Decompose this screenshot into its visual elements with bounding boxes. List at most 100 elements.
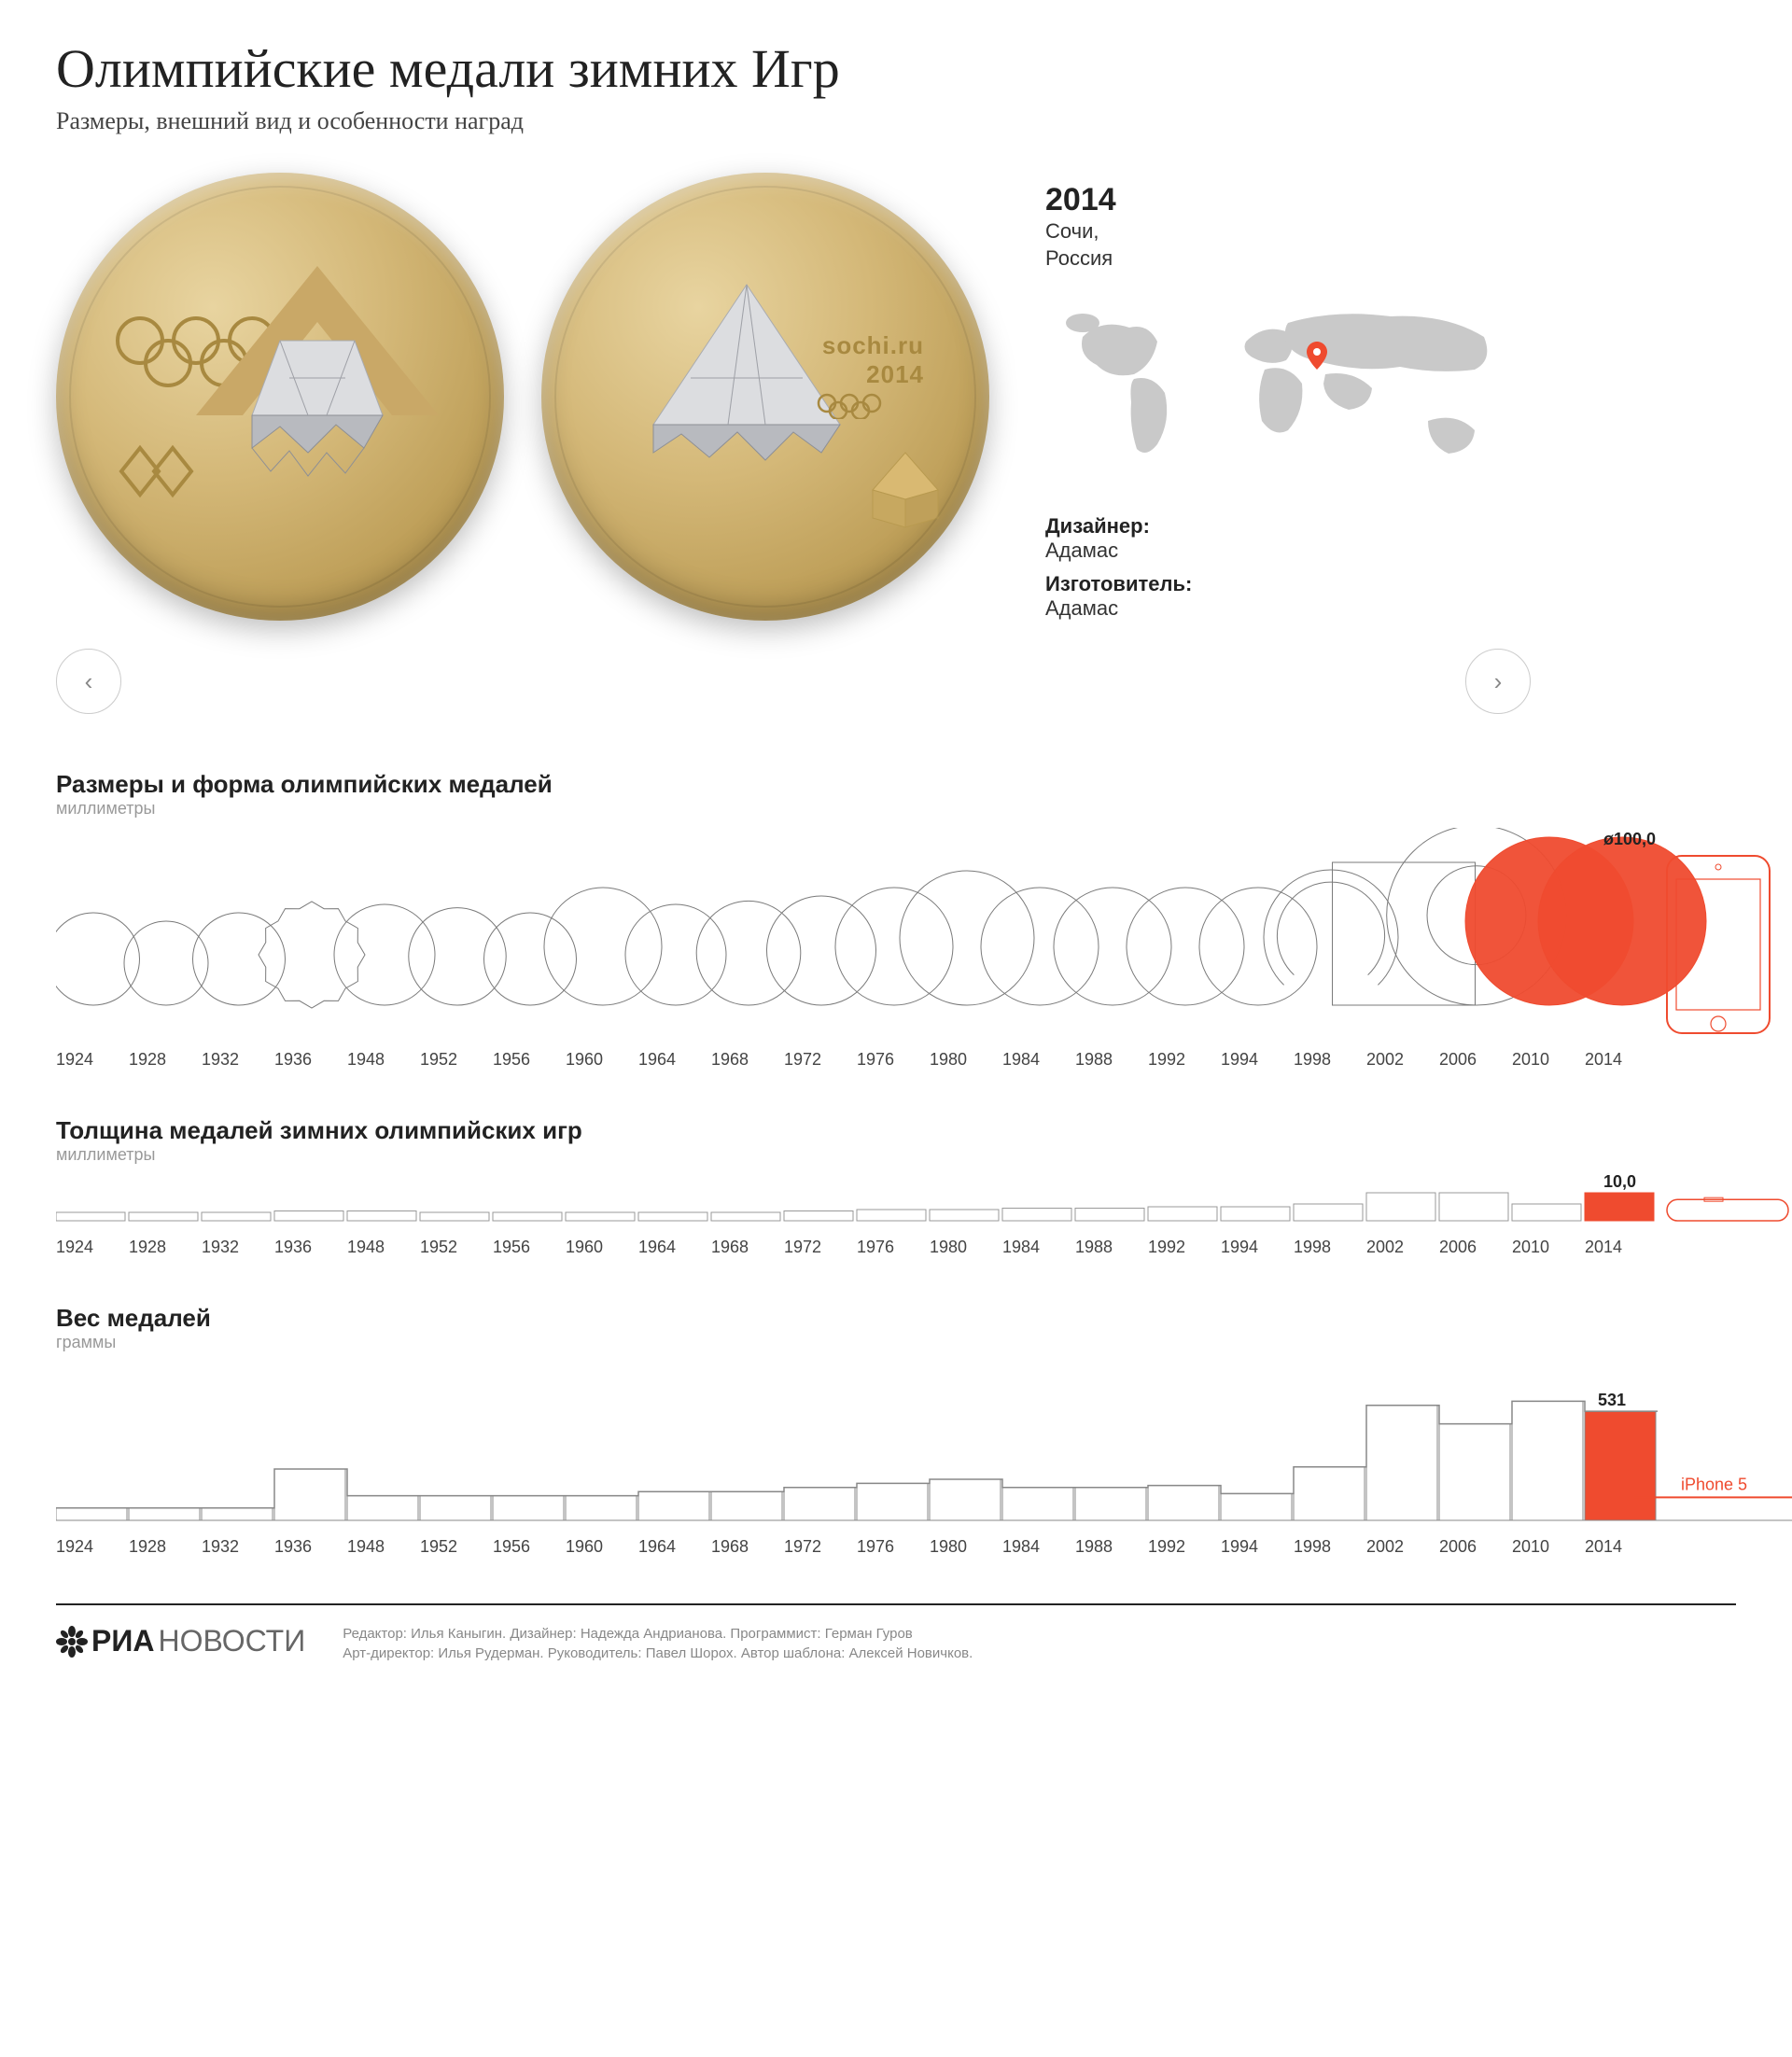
year-tick: 1928 (129, 1238, 202, 1257)
thickness-year-axis: 1924192819321936194819521956196019641968… (56, 1238, 1736, 1257)
credits-line-2: Арт-директор: Илья Рудерман. Руководител… (343, 1644, 973, 1663)
footer: РИАНОВОСТИ Редактор: Илья Каныгин. Дизай… (56, 1603, 1736, 1663)
year-tick: 1964 (638, 1050, 711, 1070)
year-tick: 1988 (1075, 1238, 1148, 1257)
year-tick: 1956 (493, 1050, 566, 1070)
thickness-section: Толщина медалей зимних олимпийских игр м… (56, 1116, 1736, 1257)
year-tick: 2006 (1439, 1050, 1512, 1070)
sochi-logo-line2: 2014 (812, 360, 924, 389)
year-tick: 1972 (784, 1238, 857, 1257)
year-tick: 1984 (1002, 1050, 1075, 1070)
year-tick: 1980 (930, 1537, 1002, 1557)
year-tick: 1994 (1221, 1238, 1294, 1257)
year-tick: 1998 (1294, 1238, 1366, 1257)
year-tick: 1980 (930, 1050, 1002, 1070)
info-country: Россия (1045, 246, 1113, 270)
year-tick: 1936 (274, 1537, 347, 1557)
year-tick: 1992 (1148, 1537, 1221, 1557)
nav-controls: ‹ › (56, 649, 1531, 714)
medal-front (56, 173, 504, 621)
year-tick: 1992 (1148, 1050, 1221, 1070)
designer-label: Дизайнер: (1045, 514, 1736, 539)
year-tick: 1956 (493, 1238, 566, 1257)
next-button[interactable]: › (1465, 649, 1531, 714)
thickness-unit: миллиметры (56, 1145, 1736, 1165)
year-tick: 1948 (347, 1050, 420, 1070)
sochi-logo: sochi.ru 2014 (812, 331, 924, 426)
year-tick: 2002 (1366, 1537, 1439, 1557)
year-tick: 1964 (638, 1238, 711, 1257)
info-location: Сочи, Россия (1045, 218, 1736, 272)
year-tick: 2014 (1585, 1537, 1658, 1557)
year-tick: 1984 (1002, 1537, 1075, 1557)
page-subtitle: Размеры, внешний вид и особенности награ… (56, 107, 1736, 135)
year-tick: 1988 (1075, 1050, 1148, 1070)
manufacturer-value: Адамас (1045, 596, 1736, 621)
year-tick: 1956 (493, 1537, 566, 1557)
designer-value: Адамас (1045, 539, 1736, 563)
sizes-title: Размеры и форма олимпийских медалей (56, 770, 1736, 799)
brand-suffix: НОВОСТИ (158, 1624, 305, 1658)
sizes-year-axis: 1924192819321936194819521956196019641968… (56, 1050, 1736, 1070)
year-tick: 1992 (1148, 1238, 1221, 1257)
prev-button[interactable]: ‹ (56, 649, 121, 714)
year-tick: 1998 (1294, 1537, 1366, 1557)
svg-text:531: 531 (1598, 1391, 1626, 1409)
diamond-accent-icon (103, 434, 215, 509)
year-tick: 1928 (129, 1050, 202, 1070)
weight-chart: 531 iPhone 5 (56, 1362, 1792, 1530)
year-tick: 1980 (930, 1238, 1002, 1257)
year-tick: 2010 (1512, 1050, 1585, 1070)
medal-back: BIATHLON WOMEN'S RELAY sochi.ru 2014 (541, 173, 989, 621)
year-tick: 2006 (1439, 1537, 1512, 1557)
year-tick: 2006 (1439, 1238, 1512, 1257)
svg-text:iPhone 5: iPhone 5 (1681, 1476, 1747, 1494)
ria-logo: РИАНОВОСТИ (56, 1624, 305, 1658)
year-tick: 1924 (56, 1537, 129, 1557)
year-tick: 1972 (784, 1537, 857, 1557)
hero-row: BIATHLON WOMEN'S RELAY sochi.ru 2014 (56, 173, 1736, 630)
year-tick: 1976 (857, 1238, 930, 1257)
weight-unit: граммы (56, 1333, 1736, 1352)
year-tick: 1972 (784, 1050, 857, 1070)
year-tick: 1960 (566, 1050, 638, 1070)
weight-year-axis: 1924192819321936194819521956196019641968… (56, 1537, 1736, 1557)
thickness-title: Толщина медалей зимних олимпийских игр (56, 1116, 1736, 1145)
year-tick: 1964 (638, 1537, 711, 1557)
olympic-rings-icon (112, 313, 280, 387)
year-tick: 1960 (566, 1238, 638, 1257)
year-tick: 1976 (857, 1537, 930, 1557)
year-tick: 1924 (56, 1050, 129, 1070)
year-tick: 2010 (1512, 1238, 1585, 1257)
year-tick: 1924 (56, 1238, 129, 1257)
year-tick: 1932 (202, 1238, 274, 1257)
year-tick: 1932 (202, 1050, 274, 1070)
year-tick: 2010 (1512, 1537, 1585, 1557)
year-tick: 1928 (129, 1537, 202, 1557)
info-year: 2014 (1045, 182, 1736, 218)
year-tick: 1952 (420, 1537, 493, 1557)
weight-section: Вес медалей граммы 531iPhone 5 192419281… (56, 1304, 1736, 1557)
sizes-chart: ø100,0 (56, 828, 1792, 1042)
year-tick: 1960 (566, 1537, 638, 1557)
year-tick: 1984 (1002, 1238, 1075, 1257)
chevron-left-icon: ‹ (85, 667, 93, 696)
diamond-accent-icon (868, 448, 943, 537)
svg-text:10,0: 10,0 (1603, 1174, 1636, 1191)
ria-flower-icon (56, 1626, 88, 1658)
brand-prefix: РИА (91, 1624, 154, 1658)
chevron-right-icon: › (1494, 667, 1503, 696)
sochi-logo-line1: sochi.ru (812, 331, 924, 360)
year-tick: 1952 (420, 1050, 493, 1070)
crystal-pattern-icon (196, 266, 439, 546)
page-title: Олимпийские медали зимних Игр (56, 37, 1736, 100)
svg-text:ø100,0: ø100,0 (1603, 830, 1656, 848)
credits-line-1: Редактор: Илья Каныгин. Дизайнер: Надежд… (343, 1624, 973, 1644)
year-tick: 1952 (420, 1238, 493, 1257)
year-tick: 2002 (1366, 1050, 1439, 1070)
year-tick: 1968 (711, 1050, 784, 1070)
year-tick: 1968 (711, 1238, 784, 1257)
year-tick: 2002 (1366, 1238, 1439, 1257)
thickness-chart: 10,0 (56, 1174, 1792, 1230)
world-map (1045, 290, 1512, 486)
